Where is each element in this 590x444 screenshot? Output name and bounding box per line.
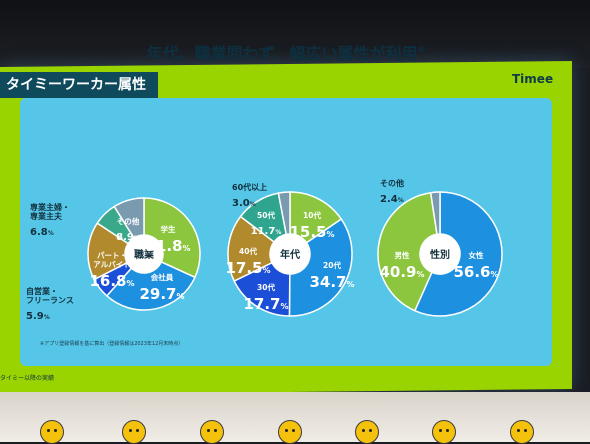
mascot-icon <box>432 420 456 444</box>
slice-label: 専業主夫 <box>30 211 63 221</box>
slice-label: 学生 <box>161 224 176 234</box>
mascot-icon <box>40 420 64 444</box>
headline-note-mark: ※ <box>417 45 426 55</box>
brand-logo: Timee <box>512 72 554 86</box>
slice-label: 50代 <box>257 210 275 220</box>
slice-value-label: 8.9% <box>116 232 140 243</box>
slice-value-label: 6.8% <box>30 227 54 238</box>
mascot-icon <box>510 420 534 444</box>
slice-value-label: 31.8% <box>145 237 190 255</box>
slice-value-label: 5.9% <box>26 311 50 322</box>
mascot-icon <box>200 420 224 444</box>
stage-backdrop <box>0 0 590 68</box>
mascot-icon <box>278 420 302 444</box>
slice-label: その他 <box>117 216 140 226</box>
slice-label: 男性 <box>395 250 410 260</box>
slice-label: 会社員 <box>151 272 174 282</box>
donut-center <box>420 234 460 274</box>
bottom-note: タイミー以降の実績 <box>0 375 55 382</box>
slice-label: フリーランス <box>26 296 74 305</box>
slice-value-label: 16.8% <box>89 272 134 290</box>
slice-label: パート・ <box>97 250 127 260</box>
slice-value-label: 3.0% <box>232 198 256 209</box>
slice-label: 女性 <box>469 250 484 260</box>
slice-value-label: 15.5% <box>289 223 334 241</box>
donut-center-label: 職業 <box>134 248 155 261</box>
slice-label: その他 <box>380 178 404 188</box>
mascot-icon <box>355 420 379 444</box>
slice-value-label: 40.9% <box>379 263 424 281</box>
pie-slice <box>413 191 503 317</box>
slice-label: アルバイト <box>93 260 130 269</box>
donut-center-label: 年代 <box>280 248 300 261</box>
donut-center-label: 性別 <box>429 248 450 261</box>
slice-value-label: 2.4% <box>380 194 404 205</box>
slice-label: 10代 <box>303 210 321 220</box>
slice-value-label: 29.7% <box>139 285 184 303</box>
slice-label: 自営業・ <box>26 286 58 296</box>
donut-center <box>125 235 163 273</box>
slice-value-label: 17.7% <box>243 295 288 313</box>
slice-value-label: 11.7% <box>251 226 282 237</box>
page-headline: 年代、職業問わず、幅広い属性が利用※ <box>0 40 572 64</box>
slice-value-label: 34.7% <box>309 273 354 291</box>
slice-label: 20代 <box>323 260 341 270</box>
slice-value-label: 56.6% <box>453 263 498 281</box>
section-title: タイミーワーカー属性 <box>0 72 158 98</box>
footnote: ※アプリ登録情報を基に算出（登録情報は2023年12月末時点） <box>40 341 184 347</box>
mascot-icon <box>122 420 146 444</box>
slice-label: 40代 <box>239 246 257 256</box>
slice-value-label: 17.5% <box>225 259 270 277</box>
slice-label: 専業主婦・ <box>30 202 70 212</box>
headline-text: 年代、職業問わず、幅広い属性が利用 <box>146 44 418 63</box>
slice-label: 30代 <box>257 282 275 292</box>
donut-center <box>270 234 310 274</box>
slice-label: 60代以上 <box>232 182 267 192</box>
